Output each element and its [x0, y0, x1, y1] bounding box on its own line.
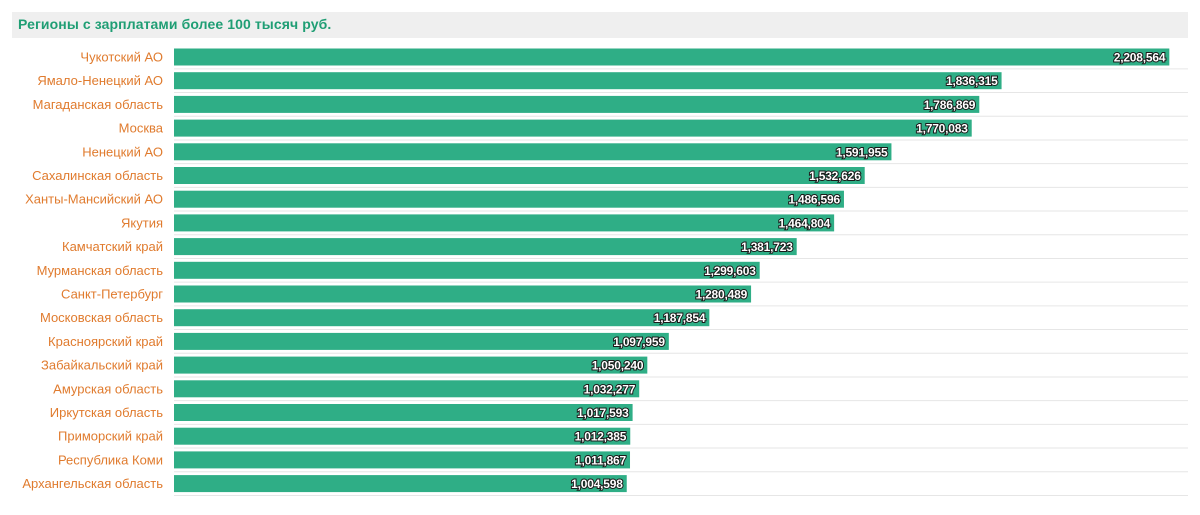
data-label: 1,464,804 [779, 216, 831, 230]
category-label: Забайкальский край [41, 358, 163, 373]
data-label: 2,208,564 [1114, 51, 1166, 65]
bar[interactable] [174, 332, 669, 350]
bar[interactable] [174, 238, 797, 256]
data-label: 1,280,489 [695, 288, 747, 302]
category-label: Камчатский край [62, 239, 163, 254]
data-label: 1,011,867 [575, 453, 626, 467]
category-label: Сахалинская область [32, 168, 163, 183]
chart-title: Регионы с зарплатами более 100 тысяч руб… [18, 16, 332, 32]
data-label: 1,299,603 [704, 264, 756, 278]
category-label: Ненецкий АО [82, 144, 163, 159]
bar[interactable] [174, 119, 972, 137]
bar[interactable] [174, 475, 627, 493]
data-label: 1,050,240 [592, 359, 644, 373]
bar[interactable] [174, 261, 760, 279]
bar[interactable] [174, 451, 631, 469]
category-label: Иркутская область [50, 405, 163, 420]
category-label: Ямало-Ненецкий АО [37, 73, 163, 88]
data-label: 1,004,598 [571, 477, 623, 491]
data-label: 1,012,385 [575, 430, 627, 444]
bar[interactable] [174, 427, 631, 445]
category-label: Москва [119, 121, 164, 136]
category-label: Чукотский АО [80, 50, 163, 65]
category-label: Санкт-Петербург [61, 287, 163, 302]
category-label: Якутия [121, 215, 163, 230]
category-label: Амурская область [53, 381, 163, 396]
data-label: 1,486,596 [788, 193, 840, 207]
data-label: 1,786,869 [924, 98, 976, 112]
data-label: 1,381,723 [741, 240, 793, 254]
category-label: Красноярский край [48, 334, 163, 349]
bar[interactable] [174, 404, 633, 421]
bar[interactable] [174, 167, 865, 184]
category-label: Приморский край [58, 429, 163, 444]
bar[interactable] [174, 285, 752, 303]
bar[interactable] [174, 190, 844, 208]
bar[interactable] [174, 309, 710, 327]
data-label: 1,532,626 [809, 169, 861, 183]
bar[interactable] [174, 380, 640, 398]
bar[interactable] [174, 95, 980, 113]
data-label: 1,187,854 [654, 311, 706, 325]
data-label: 1,591,955 [836, 145, 888, 159]
bar[interactable] [174, 48, 1170, 66]
data-label: 1,097,959 [613, 335, 665, 349]
data-label: 1,017,593 [577, 406, 629, 420]
data-label: 1,770,083 [916, 122, 968, 136]
bar[interactable] [174, 214, 835, 232]
category-label: Республика Коми [58, 452, 163, 467]
bar[interactable] [174, 143, 892, 161]
chart-title-bar: Регионы с зарплатами более 100 тысяч руб… [12, 12, 1188, 38]
category-label: Мурманская область [37, 263, 164, 278]
category-label: Московская область [40, 310, 163, 325]
bar[interactable] [174, 356, 648, 374]
data-label: 1,032,277 [584, 382, 636, 396]
category-label: Архангельская область [22, 476, 163, 491]
category-label: Ханты-Мансийский АО [25, 192, 163, 207]
data-label: 1,836,315 [946, 74, 998, 88]
bar[interactable] [174, 72, 1002, 90]
category-label: Магаданская область [33, 97, 164, 112]
